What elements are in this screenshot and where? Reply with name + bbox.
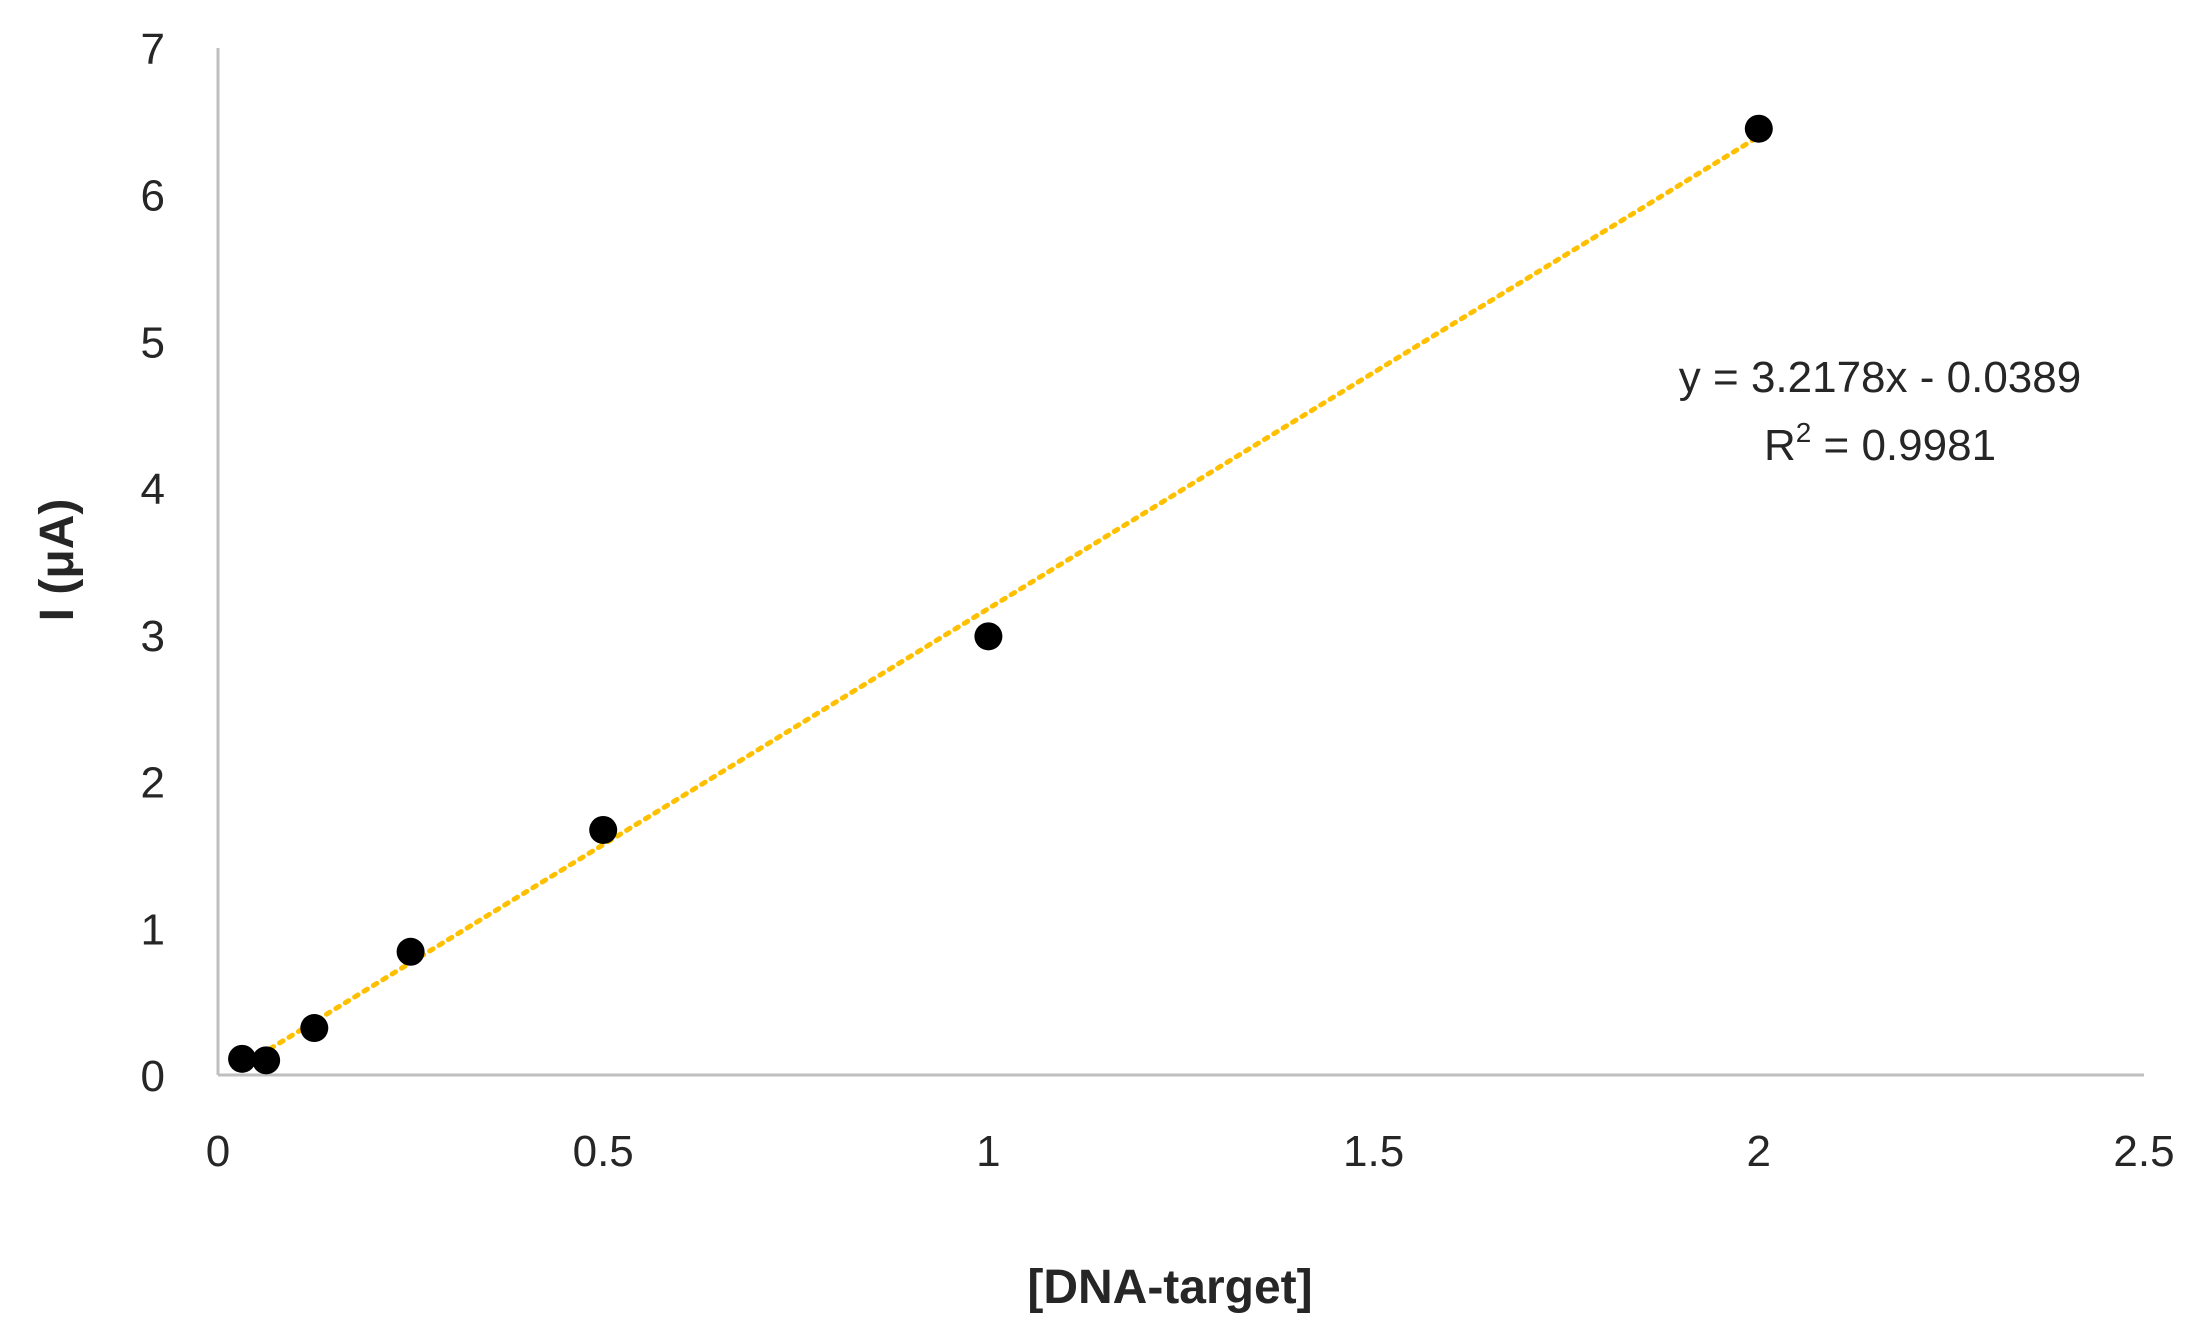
r-squared-value: = 0.9981 bbox=[1811, 421, 1996, 470]
y-tick-label: 3 bbox=[141, 612, 165, 661]
y-axis-title: I (μA) bbox=[31, 499, 84, 622]
x-axis-title: [DNA-target] bbox=[1027, 1261, 1312, 1314]
data-points bbox=[228, 114, 1773, 1075]
data-point bbox=[1744, 114, 1773, 143]
y-tick-labels: 0 1 2 3 4 5 6 7 bbox=[141, 25, 165, 1101]
r-squared-label: R2 = 0.9981 bbox=[1764, 417, 1996, 470]
x-tick-label: 1.5 bbox=[1343, 1127, 1404, 1176]
x-tick-label: 2 bbox=[1747, 1127, 1771, 1176]
y-tick-label: 1 bbox=[141, 905, 165, 954]
data-point bbox=[228, 1044, 257, 1073]
data-point bbox=[974, 622, 1003, 651]
x-tick-label: 0 bbox=[206, 1127, 230, 1176]
y-tick-label: 6 bbox=[141, 172, 165, 221]
data-point bbox=[252, 1046, 281, 1075]
y-tick-label: 0 bbox=[141, 1052, 165, 1101]
x-tick-labels: 0 0.5 1 1.5 2 2.5 bbox=[206, 1127, 2175, 1176]
x-tick-label: 0.5 bbox=[573, 1127, 634, 1176]
r-squared-prefix: R bbox=[1764, 421, 1796, 470]
y-tick-label: 4 bbox=[141, 465, 165, 514]
trendline bbox=[239, 134, 1762, 1069]
trendline-group bbox=[239, 134, 1762, 1069]
x-tick-label: 2.5 bbox=[2113, 1127, 2174, 1176]
data-point bbox=[396, 937, 425, 966]
data-point bbox=[589, 815, 618, 844]
axes bbox=[216, 48, 2144, 1077]
y-tick-label: 7 bbox=[141, 25, 165, 74]
y-tick-label: 5 bbox=[141, 318, 165, 367]
trendline-equation: y = 3.2178x - 0.0389 bbox=[1679, 353, 2081, 402]
y-tick-label: 2 bbox=[141, 759, 165, 808]
data-point bbox=[300, 1014, 329, 1043]
r-squared-superscript: 2 bbox=[1796, 417, 1812, 448]
x-tick-label: 1 bbox=[976, 1127, 1000, 1176]
